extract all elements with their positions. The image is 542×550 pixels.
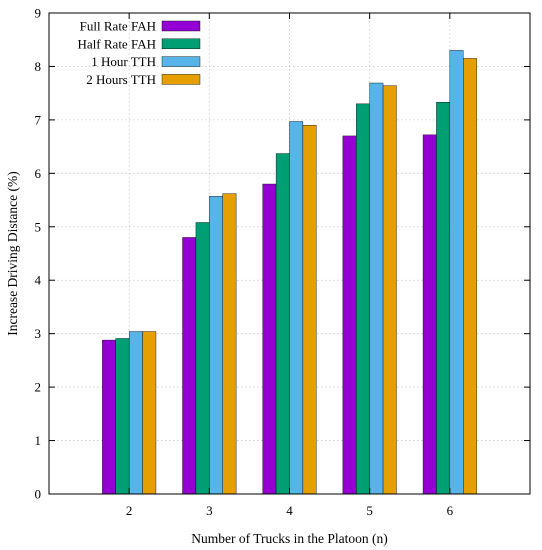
x-tick-label: 4 (286, 503, 293, 518)
y-tick-label: 2 (35, 380, 42, 395)
legend-label: Full Rate FAH (80, 19, 156, 34)
bar (463, 58, 477, 495)
bar (449, 50, 464, 495)
bar (222, 193, 237, 495)
bar (128, 331, 143, 495)
y-tick-label: 1 (35, 433, 42, 448)
bars (102, 50, 477, 495)
legend-label: 1 Hour TTH (91, 54, 156, 69)
bar (382, 85, 397, 495)
legend-swatch (161, 20, 201, 32)
bar (436, 102, 451, 495)
y-tick-label: 5 (35, 219, 42, 234)
y-axis-title: Increase Driving Distance (%) (5, 171, 20, 336)
bar (369, 82, 384, 495)
y-tick-label: 0 (35, 487, 42, 502)
x-axis-title: Number of Trucks in the Platoon (n) (191, 531, 388, 546)
bar (289, 121, 304, 495)
legend-swatch (161, 56, 201, 67)
bar (102, 339, 116, 495)
bar (182, 237, 197, 495)
legend-swatch (161, 38, 201, 49)
x-tick-label: 5 (366, 503, 373, 518)
y-tick-label: 8 (35, 59, 42, 74)
x-tick-label: 3 (206, 503, 213, 518)
legend-swatch (161, 74, 201, 85)
y-tick-label: 4 (35, 273, 42, 288)
bar (275, 153, 290, 495)
bar (302, 125, 317, 495)
legend-label: Half Rate FAH (78, 36, 156, 51)
bar (356, 103, 370, 495)
legend: Full Rate FAH Half Rate FAH 1 Hour TTH 2 Ho… (78, 19, 201, 87)
axis-ticks: 0 1 2 3 4 5 6 7 8 9 2 3 4 5 6 (35, 6, 530, 518)
bar (422, 134, 437, 495)
y-tick-label: 9 (35, 6, 42, 21)
bar (115, 338, 130, 495)
x-tick-label: 6 (447, 503, 454, 518)
bar (209, 196, 223, 495)
x-tick-label: 2 (126, 503, 133, 518)
legend-label: 2 Hours TTH (86, 72, 156, 87)
y-tick-label: 3 (35, 326, 42, 341)
bar (342, 135, 357, 495)
bar (262, 183, 277, 495)
y-tick-label: 6 (35, 166, 42, 181)
bar (142, 331, 157, 495)
bar (195, 222, 210, 495)
y-tick-label: 7 (35, 112, 42, 127)
